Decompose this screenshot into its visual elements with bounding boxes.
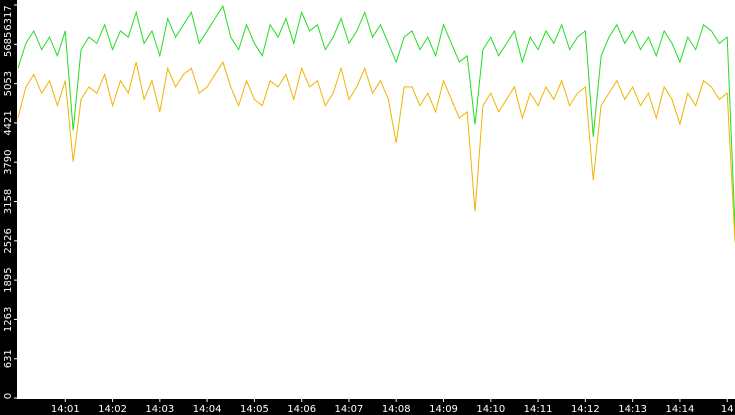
x-tick-label: 14:01 bbox=[51, 404, 80, 415]
x-tick-label: 14:08 bbox=[382, 404, 411, 415]
x-tick-label: 14:02 bbox=[98, 404, 127, 415]
y-tick-label: 1263 bbox=[3, 307, 14, 332]
y-tick-label: 5053 bbox=[3, 71, 14, 96]
y-tick-label: 4421 bbox=[3, 110, 14, 135]
y-tick-label: 6317 bbox=[3, 5, 14, 30]
y-tick-label: 3158 bbox=[3, 189, 14, 214]
y-axis-strip bbox=[0, 0, 17, 415]
y-tick-label: 1895 bbox=[3, 267, 14, 292]
x-tick-label: 14:04 bbox=[193, 404, 222, 415]
x-tick-label: 14:11 bbox=[524, 404, 553, 415]
x-tick-label: 14:07 bbox=[335, 404, 364, 415]
x-tick-label: 14 bbox=[721, 404, 734, 415]
series-line bbox=[17, 60, 735, 243]
y-tick-label: 5685 bbox=[3, 32, 14, 57]
x-tick-label: 14:10 bbox=[476, 404, 505, 415]
y-tick-label: 631 bbox=[3, 349, 14, 368]
y-tick-label: 0 bbox=[3, 393, 14, 399]
x-tick-label: 14:06 bbox=[287, 404, 316, 415]
y-tick-label: 3790 bbox=[3, 149, 14, 174]
x-tick-label: 14:09 bbox=[429, 404, 458, 415]
x-tick-label: 14:14 bbox=[666, 404, 695, 415]
y-tick-label: 2526 bbox=[3, 228, 14, 253]
series-line bbox=[17, 4, 735, 231]
x-axis-strip bbox=[0, 399, 735, 415]
x-tick-label: 14:12 bbox=[571, 404, 600, 415]
x-tick-label: 14:03 bbox=[145, 404, 174, 415]
x-tick-label: 14:13 bbox=[618, 404, 647, 415]
x-tick-label: 14:05 bbox=[240, 404, 269, 415]
